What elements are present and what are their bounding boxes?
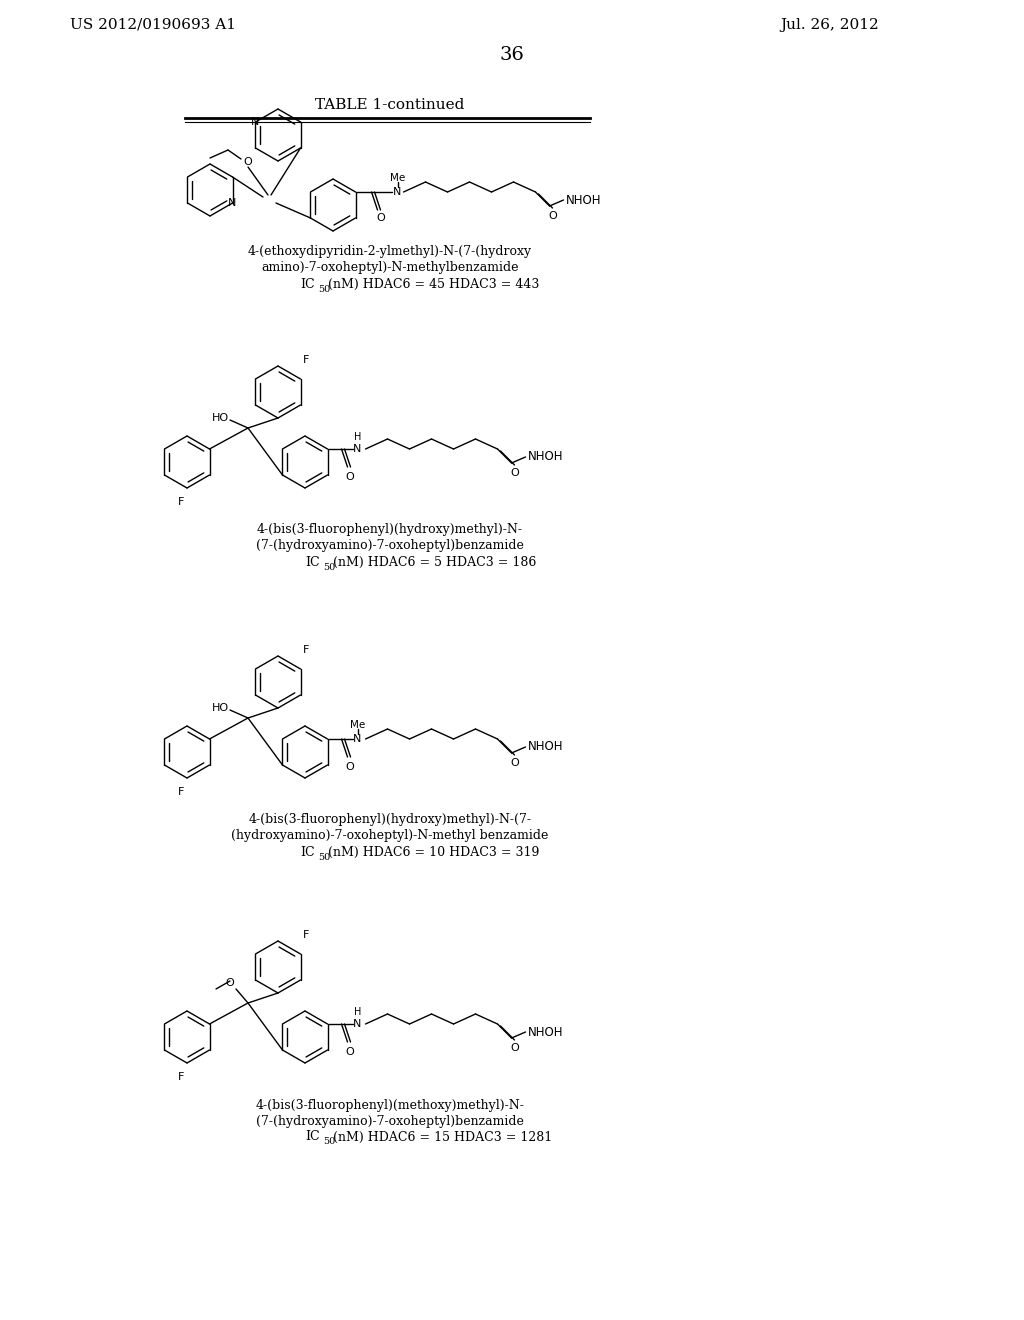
Text: F: F — [303, 931, 309, 940]
Text: H: H — [354, 432, 361, 442]
Text: IC: IC — [305, 1130, 319, 1143]
Text: (7-(hydroxyamino)-7-oxoheptyl)benzamide: (7-(hydroxyamino)-7-oxoheptyl)benzamide — [256, 1114, 524, 1127]
Text: F: F — [178, 498, 184, 507]
Text: 4-(bis(3-fluorophenyl)(hydroxy)methyl)-N-(7-: 4-(bis(3-fluorophenyl)(hydroxy)methyl)-N… — [249, 813, 531, 826]
Text: Me: Me — [390, 173, 406, 183]
Text: N: N — [353, 1019, 361, 1030]
Text: O: O — [225, 978, 234, 987]
Text: 50: 50 — [318, 285, 331, 293]
Text: IC: IC — [305, 556, 319, 569]
Text: TABLE 1-continued: TABLE 1-continued — [315, 98, 465, 112]
Text: IC: IC — [300, 277, 314, 290]
Text: HO: HO — [211, 704, 228, 713]
Text: 4-(ethoxydipyridin-2-ylmethyl)-N-(7-(hydroxy: 4-(ethoxydipyridin-2-ylmethyl)-N-(7-(hyd… — [248, 246, 532, 259]
Text: O: O — [510, 758, 519, 768]
Text: 50: 50 — [323, 1138, 335, 1147]
Text: 4-(bis(3-fluorophenyl)(methoxy)methyl)-N-: 4-(bis(3-fluorophenyl)(methoxy)methyl)-N… — [256, 1098, 524, 1111]
Text: NHOH: NHOH — [527, 1026, 563, 1039]
Text: Me: Me — [350, 719, 366, 730]
Text: N: N — [251, 117, 260, 127]
Text: IC: IC — [300, 846, 314, 858]
Text: O: O — [510, 469, 519, 478]
Text: F: F — [303, 645, 309, 655]
Text: HO: HO — [211, 413, 228, 422]
Text: N: N — [353, 734, 361, 744]
Text: O: O — [345, 473, 354, 482]
Text: (nM) HDAC6 = 10 HDAC3 = 319: (nM) HDAC6 = 10 HDAC3 = 319 — [328, 846, 540, 858]
Text: (nM) HDAC6 = 5 HDAC3 = 186: (nM) HDAC6 = 5 HDAC3 = 186 — [333, 556, 537, 569]
Text: O: O — [376, 213, 385, 223]
Text: F: F — [178, 787, 184, 797]
Text: H: H — [354, 1007, 361, 1016]
Text: NHOH: NHOH — [527, 741, 563, 754]
Text: (hydroxyamino)-7-oxoheptyl)-N-methyl benzamide: (hydroxyamino)-7-oxoheptyl)-N-methyl ben… — [231, 829, 549, 842]
Text: (7-(hydroxyamino)-7-oxoheptyl)benzamide: (7-(hydroxyamino)-7-oxoheptyl)benzamide — [256, 540, 524, 553]
Text: N: N — [353, 444, 361, 454]
Text: 50: 50 — [323, 562, 335, 572]
Text: (nM) HDAC6 = 45 HDAC3 = 443: (nM) HDAC6 = 45 HDAC3 = 443 — [328, 277, 540, 290]
Text: F: F — [178, 1072, 184, 1082]
Text: NHOH: NHOH — [565, 194, 601, 206]
Text: 36: 36 — [500, 46, 524, 63]
Text: Jul. 26, 2012: Jul. 26, 2012 — [780, 18, 879, 32]
Text: O: O — [345, 1047, 354, 1057]
Text: O: O — [345, 762, 354, 772]
Text: (nM) HDAC6 = 15 HDAC3 = 1281: (nM) HDAC6 = 15 HDAC3 = 1281 — [333, 1130, 552, 1143]
Text: amino)-7-oxoheptyl)-N-methylbenzamide: amino)-7-oxoheptyl)-N-methylbenzamide — [261, 261, 519, 275]
Text: US 2012/0190693 A1: US 2012/0190693 A1 — [70, 18, 236, 32]
Text: O: O — [548, 211, 557, 220]
Text: NHOH: NHOH — [527, 450, 563, 463]
Text: F: F — [303, 355, 309, 366]
Text: O: O — [244, 157, 252, 168]
Text: N: N — [393, 187, 401, 197]
Text: 50: 50 — [318, 853, 331, 862]
Text: 4-(bis(3-fluorophenyl)(hydroxy)methyl)-N-: 4-(bis(3-fluorophenyl)(hydroxy)methyl)-N… — [257, 524, 523, 536]
Text: O: O — [510, 1043, 519, 1053]
Text: N: N — [228, 198, 237, 209]
